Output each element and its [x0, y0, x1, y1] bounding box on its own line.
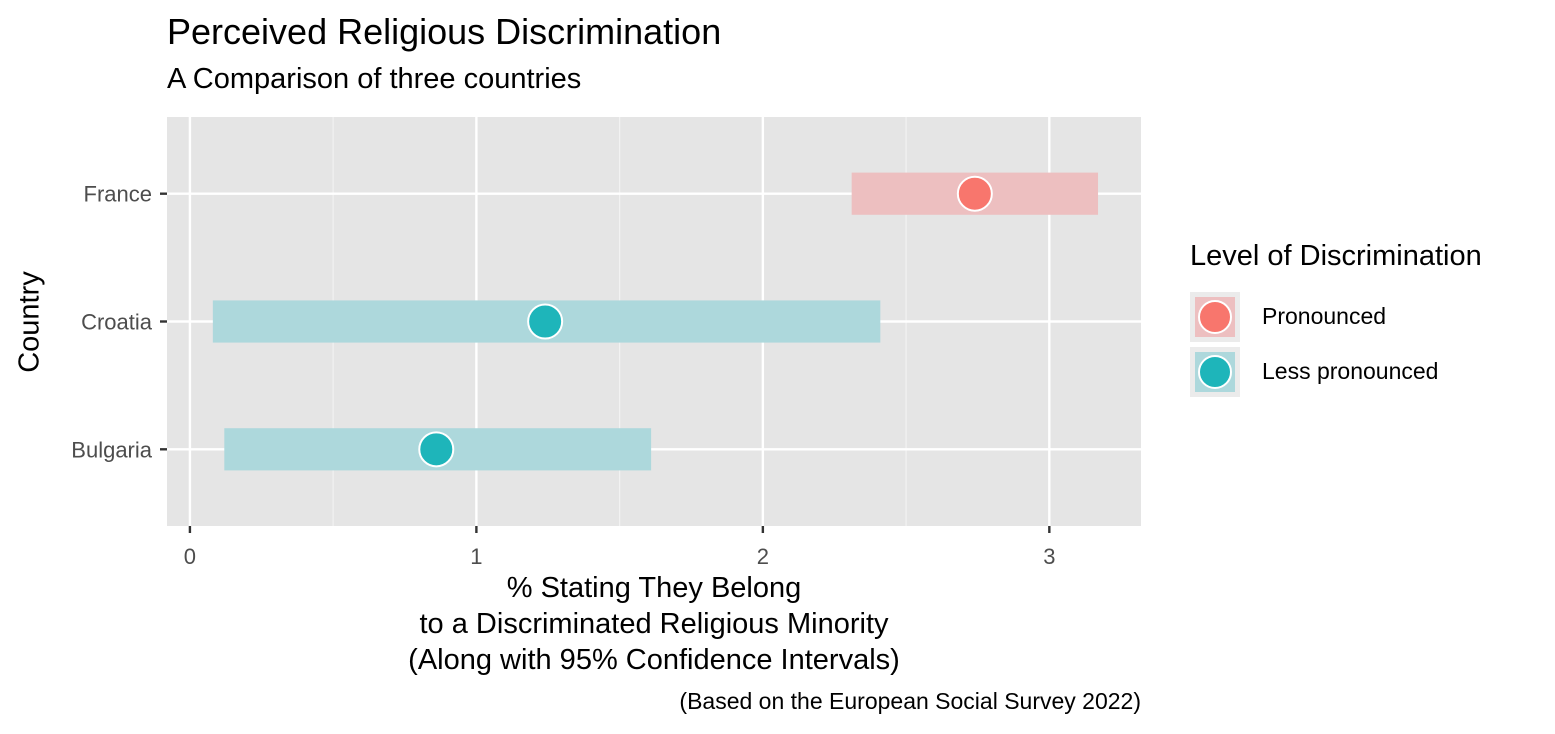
- legend-label-less-pronounced: Less pronounced: [1262, 358, 1439, 384]
- y-tick-label: Croatia: [81, 310, 153, 335]
- x-axis-label-line-1: % Stating They Belong: [506, 572, 802, 604]
- legend-key-pronounced: [1190, 291, 1240, 342]
- chart-caption: (Based on the European Social Survey 202…: [679, 688, 1141, 714]
- legend-title: Level of Discrimination: [1190, 240, 1482, 272]
- legend-label-pronounced: Pronounced: [1262, 303, 1387, 329]
- legend-dot-swatch: [1198, 354, 1232, 389]
- x-tick-label: 1: [470, 544, 482, 569]
- legend-item-less-pronounced: Less pronounced: [1190, 344, 1482, 399]
- legend-key-less-pronounced: [1190, 346, 1240, 397]
- y-tick-label: Bulgaria: [71, 437, 152, 462]
- chart-subtitle: A Comparison of three countries: [167, 63, 582, 95]
- point-bulgaria: [418, 431, 455, 468]
- x-axis-label-line-3: (Along with 95% Confidence Intervals): [408, 644, 900, 676]
- legend-dot-swatch: [1198, 299, 1232, 334]
- x-axis-label-line-2: to a Discriminated Religious Minority: [419, 608, 889, 640]
- x-tick-label: 0: [184, 544, 196, 569]
- legend-item-pronounced: Pronounced: [1190, 289, 1482, 344]
- chart-title: Perceived Religious Discrimination: [167, 11, 722, 52]
- point-croatia: [527, 303, 564, 340]
- point-france: [956, 175, 993, 212]
- legend: Level of Discrimination Pronounced Less …: [1190, 240, 1482, 399]
- x-tick-label: 2: [757, 544, 769, 569]
- x-tick-label: 3: [1043, 544, 1055, 569]
- y-tick-label: France: [84, 182, 152, 207]
